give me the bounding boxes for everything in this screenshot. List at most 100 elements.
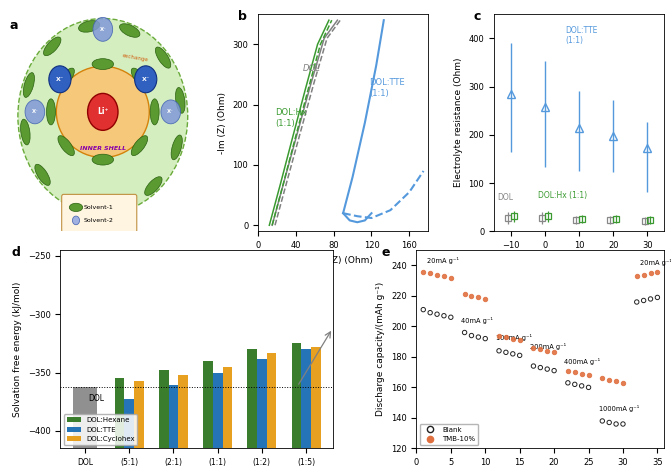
Bar xyxy=(213,372,223,448)
Text: exchange: exchange xyxy=(121,53,148,63)
Point xyxy=(576,370,587,378)
Text: e: e xyxy=(382,246,390,259)
Ellipse shape xyxy=(79,21,100,32)
Bar xyxy=(311,347,321,448)
Ellipse shape xyxy=(21,119,30,145)
Point xyxy=(466,292,477,300)
Bar xyxy=(134,381,144,448)
Ellipse shape xyxy=(66,195,86,209)
X-axis label: Re (Z) (Ohm): Re (Z) (Ohm) xyxy=(313,255,372,265)
Circle shape xyxy=(72,216,80,225)
Bar xyxy=(168,386,178,448)
Text: DOL:TTE
(1:1): DOL:TTE (1:1) xyxy=(370,78,405,98)
Text: DOL: DOL xyxy=(497,193,513,202)
Point xyxy=(514,352,525,359)
Text: DOL: DOL xyxy=(89,394,105,403)
Text: 40mA g⁻¹: 40mA g⁻¹ xyxy=(461,317,493,324)
Text: X⁻: X⁻ xyxy=(99,27,106,32)
Bar xyxy=(124,399,134,448)
Text: c: c xyxy=(474,10,481,23)
Point xyxy=(597,374,608,382)
Text: 20mA g⁻¹: 20mA g⁻¹ xyxy=(640,259,671,266)
Text: Li⁺: Li⁺ xyxy=(97,107,109,117)
FancyBboxPatch shape xyxy=(62,194,137,232)
Point xyxy=(466,332,477,339)
Point xyxy=(631,298,642,306)
Point xyxy=(652,268,663,275)
Point xyxy=(480,295,491,303)
Text: b: b xyxy=(238,10,246,23)
Point xyxy=(446,274,456,281)
Text: 100mA g⁻¹: 100mA g⁻¹ xyxy=(496,334,531,341)
Text: 400mA g⁻¹: 400mA g⁻¹ xyxy=(564,358,601,365)
Point xyxy=(528,362,539,370)
Point xyxy=(507,335,518,342)
Text: X⁻: X⁻ xyxy=(32,110,38,114)
Point xyxy=(583,384,594,391)
Point xyxy=(418,268,429,275)
Circle shape xyxy=(88,93,118,130)
Ellipse shape xyxy=(58,135,74,156)
Point xyxy=(431,311,442,318)
Legend: Blank, TMB-10%: Blank, TMB-10% xyxy=(420,424,478,445)
Circle shape xyxy=(49,66,71,93)
Text: X⁻: X⁻ xyxy=(56,77,64,82)
Point xyxy=(570,380,580,388)
Point xyxy=(576,382,587,390)
Point xyxy=(597,417,608,425)
Point xyxy=(617,420,628,428)
Bar xyxy=(159,370,168,448)
Point xyxy=(562,379,573,387)
Text: DOL:Hx (1:1): DOL:Hx (1:1) xyxy=(538,192,587,201)
Point xyxy=(514,337,525,344)
Point xyxy=(583,371,594,379)
Circle shape xyxy=(25,100,45,124)
Point xyxy=(501,333,511,341)
Bar xyxy=(257,359,267,448)
Point xyxy=(604,419,615,426)
Text: a: a xyxy=(10,18,18,32)
Ellipse shape xyxy=(156,47,170,68)
Ellipse shape xyxy=(18,18,188,214)
Bar xyxy=(301,349,311,448)
Point xyxy=(611,420,621,428)
Text: DOL:TTE
(1:1): DOL:TTE (1:1) xyxy=(566,25,598,45)
Text: 200mA g⁻¹: 200mA g⁻¹ xyxy=(530,343,566,350)
Text: OUTER SHELL: OUTER SHELL xyxy=(79,205,127,210)
Y-axis label: -Im (Z) (Ohm): -Im (Z) (Ohm) xyxy=(218,92,227,154)
Text: DOL: DOL xyxy=(303,65,320,74)
Point xyxy=(604,376,615,384)
Ellipse shape xyxy=(119,24,140,37)
Ellipse shape xyxy=(176,87,185,113)
Y-axis label: Discharge capacity/(mAh g⁻¹): Discharge capacity/(mAh g⁻¹) xyxy=(376,282,385,416)
Ellipse shape xyxy=(145,177,162,195)
Bar xyxy=(203,361,213,448)
Point xyxy=(535,364,546,371)
Point xyxy=(611,378,621,385)
Point xyxy=(425,269,435,277)
Y-axis label: Electrolyte resistance (Ohm): Electrolyte resistance (Ohm) xyxy=(454,58,463,187)
Circle shape xyxy=(161,100,180,124)
Point xyxy=(562,367,573,374)
Bar xyxy=(115,379,124,448)
Bar xyxy=(72,387,97,448)
Ellipse shape xyxy=(106,200,127,212)
Point xyxy=(645,269,656,277)
Legend: DOL:Hexane, DOL:TTE, DOL:Cyclohex: DOL:Hexane, DOL:TTE, DOL:Cyclohex xyxy=(64,414,138,445)
Text: DOL:Hx
(1:1): DOL:Hx (1:1) xyxy=(275,109,307,128)
Point xyxy=(480,335,491,342)
Text: X⁻: X⁻ xyxy=(142,77,150,82)
Text: d: d xyxy=(11,246,20,259)
Ellipse shape xyxy=(132,135,148,156)
Circle shape xyxy=(135,66,157,93)
Point xyxy=(431,271,442,278)
Point xyxy=(549,367,560,374)
Bar xyxy=(248,349,257,448)
Ellipse shape xyxy=(132,68,148,88)
Point xyxy=(549,348,560,356)
Point xyxy=(535,346,546,353)
Point xyxy=(494,332,505,339)
Point xyxy=(473,294,484,301)
Ellipse shape xyxy=(58,68,74,88)
Ellipse shape xyxy=(35,164,50,185)
